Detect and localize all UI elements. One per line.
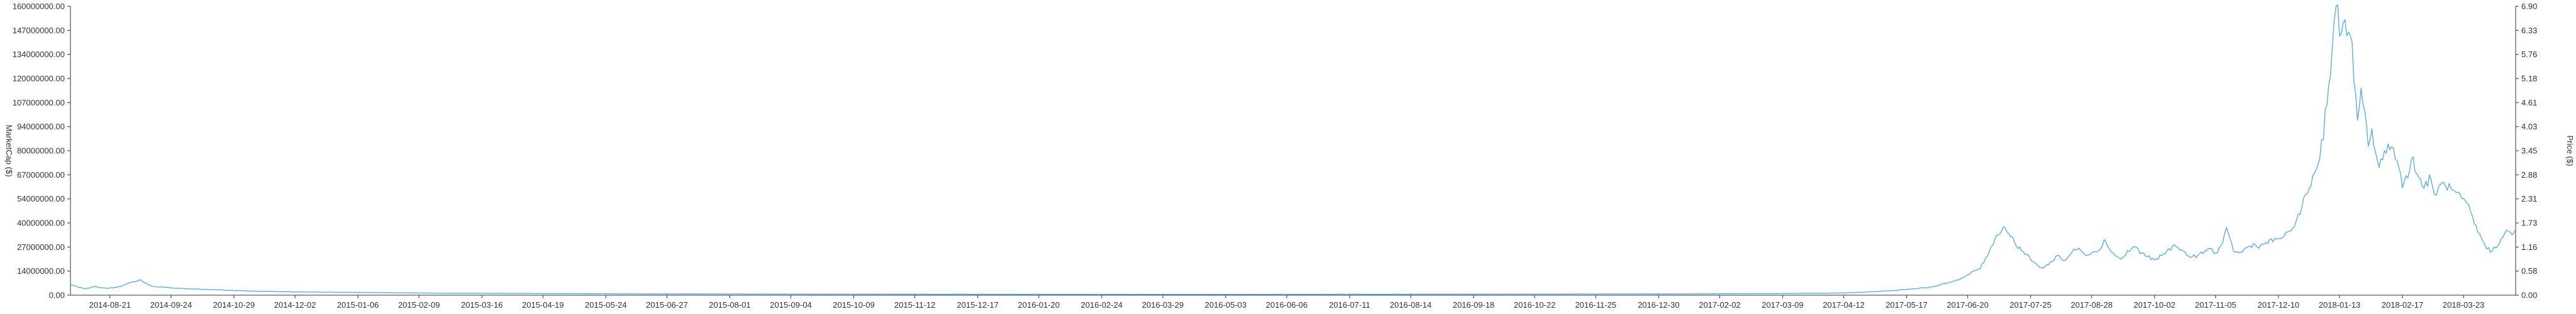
x-tick-label: 2016-02-24: [1081, 300, 1123, 310]
series-layer: [70, 4, 2516, 295]
x-tick-label: 2017-07-25: [2009, 300, 2051, 310]
x-tick-label: 2017-11-05: [2195, 300, 2236, 310]
right-y-tick-label: 1.16: [2521, 242, 2537, 252]
left-y-axis-title: MarketCap ($): [4, 124, 14, 176]
x-tick-label: 2017-06-20: [1946, 300, 1989, 310]
x-tick-label: 2016-06-06: [1266, 300, 1308, 310]
left-y-tick-label: 40000000.00: [17, 219, 65, 228]
x-tick-label: 2015-11-12: [894, 300, 936, 310]
x-tick-label: 2015-03-16: [461, 300, 503, 310]
right-y-tick-label: 0.00: [2521, 291, 2537, 300]
x-tick-label: 2017-08-28: [2071, 300, 2113, 310]
x-tick-label: 2018-03-23: [2443, 300, 2485, 310]
left-y-tick-label: 134000000.00: [13, 50, 65, 59]
right-y-tick-label: 3.45: [2521, 146, 2537, 156]
left-y-tick-label: 107000000.00: [13, 98, 65, 107]
left-y-tick-label: 94000000.00: [17, 122, 65, 131]
x-tick-label: 2014-10-29: [213, 300, 255, 310]
x-tick-label: 2015-04-19: [522, 300, 564, 310]
right-y-tick-label: 4.03: [2521, 122, 2537, 131]
x-tick-label: 2017-12-10: [2258, 300, 2300, 310]
x-tick-label: 2018-02-17: [2382, 300, 2424, 310]
x-tick-label: 2016-07-11: [1329, 300, 1370, 310]
right-y-tick-label: 6.90: [2521, 2, 2537, 11]
x-tick-label: 2014-12-02: [274, 300, 316, 310]
left-y-tick-label: 54000000.00: [17, 194, 65, 203]
left-y-tick-label: 120000000.00: [13, 74, 65, 84]
right-y-tick-label: 6.33: [2521, 26, 2537, 35]
x-tick-label: 2016-01-20: [1018, 300, 1060, 310]
right-y-tick-label: 2.31: [2521, 194, 2537, 203]
x-tick-label: 2016-12-30: [1638, 300, 1680, 310]
left-y-tick-label: 0.00: [49, 291, 65, 300]
right-y-tick-label: 5.76: [2521, 50, 2537, 59]
left-y-tick-label: 27000000.00: [17, 242, 65, 252]
right-y-tick-label: 4.61: [2521, 98, 2537, 107]
left-y-tick-label: 14000000.00: [17, 266, 65, 276]
axes-layer: [70, 6, 2516, 296]
x-tick-label: 2014-08-21: [89, 300, 131, 310]
x-tick-label: 2016-10-22: [1514, 300, 1556, 310]
x-tick-label: 2017-10-02: [2134, 300, 2176, 310]
x-tick-label: 2016-11-25: [1575, 300, 1617, 310]
x-tick-label: 2015-01-06: [337, 300, 379, 310]
x-tick-label: 2015-08-01: [709, 300, 751, 310]
left-y-tick-label: 67000000.00: [17, 170, 65, 180]
x-tick-label: 2017-04-12: [1823, 300, 1865, 310]
x-tick-label: 2016-08-14: [1390, 300, 1432, 310]
left-y-tick-label: 80000000.00: [17, 146, 65, 156]
x-tick-label: 2016-09-18: [1453, 300, 1495, 310]
x-tick-label: 2015-06-27: [646, 300, 688, 310]
right-y-tick-label: 1.73: [2521, 219, 2537, 228]
x-tick-label: 2014-09-24: [150, 300, 192, 310]
x-tick-label: 2016-03-29: [1142, 300, 1184, 310]
x-tick-label: 2017-05-17: [1885, 300, 1928, 310]
right-y-tick-label: 5.18: [2521, 74, 2537, 84]
x-tick-label: 2015-05-24: [585, 300, 627, 310]
x-tick-label: 2016-05-03: [1205, 300, 1247, 310]
x-axis-ticks: 2014-08-21 2014-09-24 2014-10-29 2014-12-02…: [89, 295, 2485, 310]
x-tick-label: 2018-01-13: [2319, 300, 2361, 310]
x-tick-label: 2015-02-09: [398, 300, 440, 310]
right-y-tick-label: 0.58: [2521, 266, 2537, 276]
x-tick-label: 2015-12-17: [957, 300, 999, 310]
series-line: [70, 4, 2516, 295]
left-y-axis-ticks: 0.00 14000000.00 27000000.00 40000000.00 540…: [13, 2, 70, 300]
right-y-axis-title: Price ($): [2565, 135, 2575, 166]
right-y-tick-label: 2.88: [2521, 170, 2537, 180]
x-tick-label: 2015-10-09: [833, 300, 875, 310]
left-y-tick-label: 147000000.00: [13, 26, 65, 35]
left-y-tick-label: 160000000.00: [13, 2, 65, 11]
x-tick-label: 2017-02-02: [1699, 300, 1741, 310]
right-y-axis-ticks: 0.00 0.58 1.16 1.73 2.31 2.88 3.45 4.03 4.61 5.18…: [2516, 2, 2537, 300]
x-tick-label: 2015-09-04: [770, 300, 812, 310]
x-tick-label: 2017-03-09: [1762, 300, 1804, 310]
